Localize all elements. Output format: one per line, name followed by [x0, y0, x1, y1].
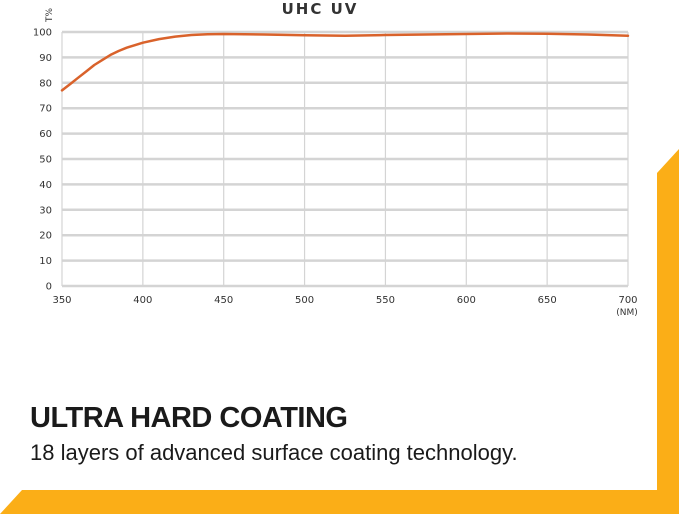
y-tick-label: 100 [33, 28, 52, 39]
x-tick-label: 600 [457, 295, 476, 306]
x-tick-label: 400 [133, 295, 152, 306]
x-tick-label: 650 [538, 295, 557, 306]
y-tick-label: 90 [39, 53, 52, 64]
y-tick-labels: 0 10 20 30 40 50 60 70 80 90 100 [33, 28, 52, 293]
y-tick-label: 0 [46, 282, 52, 293]
x-tick-label: 550 [376, 295, 395, 306]
y-tick-label: 10 [39, 256, 52, 267]
subline: 18 layers of advanced surface coating te… [30, 440, 518, 465]
y-tick-label: 50 [39, 155, 52, 166]
y-tick-label: 80 [39, 78, 52, 89]
y-tick-label: 40 [39, 180, 52, 191]
gridlines [61, 30, 629, 288]
headline: ULTRA HARD COATING [30, 402, 348, 434]
transmission-chart: UHC UV T% 0 10 20 30 40 50 60 70 80 90 100 350 400 4… [33, 0, 638, 318]
x-tick-label: 350 [52, 295, 71, 306]
y-tick-label: 70 [39, 104, 52, 115]
transmission-line [60, 32, 630, 92]
x-tick-labels: 350 400 450 500 550 600 650 700 [52, 295, 637, 306]
y-tick-label: 30 [39, 205, 52, 216]
chart-title: UHC UV [282, 0, 359, 18]
x-tick-label: 700 [618, 295, 637, 306]
y-tick-label: 20 [39, 231, 52, 242]
x-tick-label: 450 [214, 295, 233, 306]
series-group [60, 32, 630, 92]
y-axis-unit: T% [45, 8, 55, 23]
x-tick-label: 500 [295, 295, 314, 306]
y-tick-label: 60 [39, 129, 52, 140]
x-axis-unit: (NM) [616, 308, 638, 318]
